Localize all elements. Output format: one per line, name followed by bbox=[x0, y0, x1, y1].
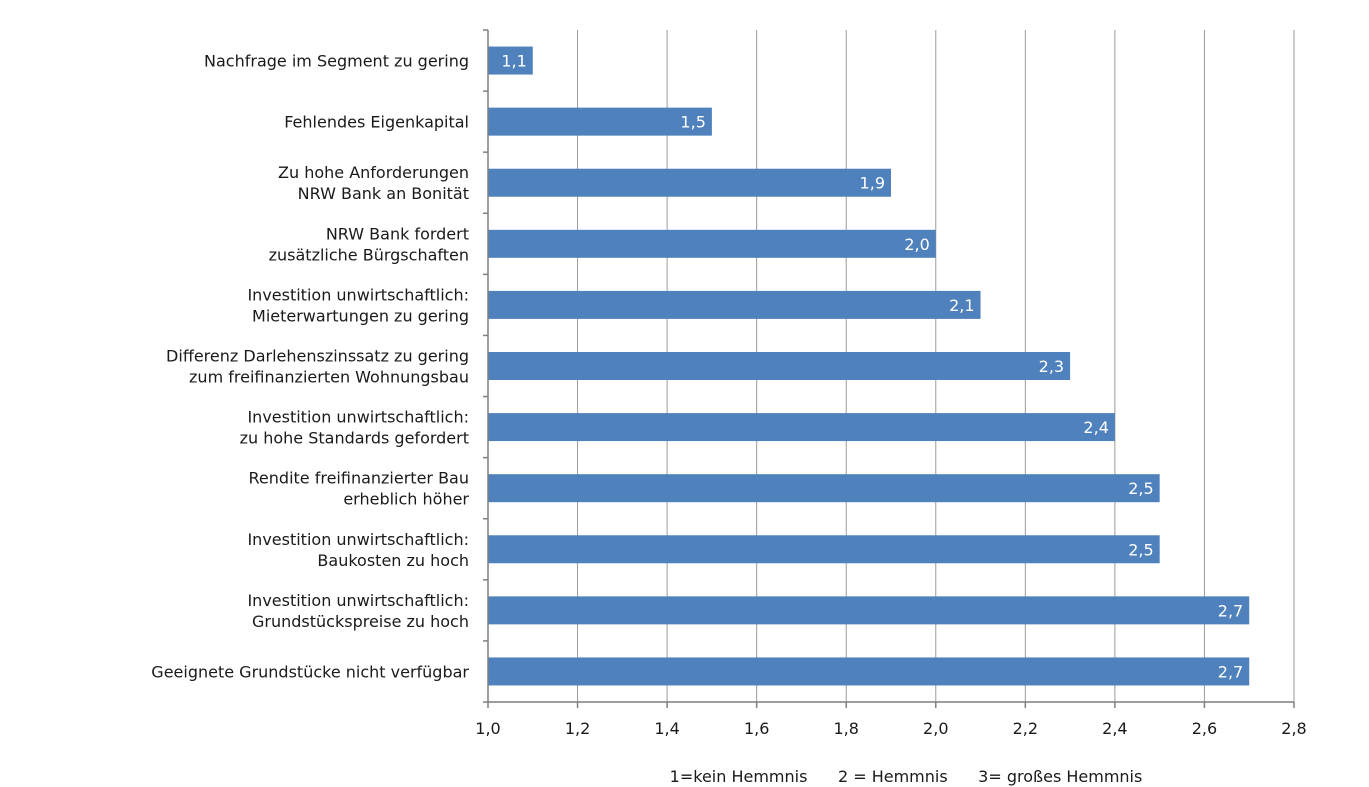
data-label-0: 1,1 bbox=[501, 52, 526, 71]
data-label-6: 2,4 bbox=[1083, 418, 1108, 437]
x-tick-label-5: 2,0 bbox=[923, 719, 948, 738]
bar-9 bbox=[488, 596, 1249, 624]
x-tick-label-9: 2,8 bbox=[1281, 719, 1306, 738]
bar-2 bbox=[488, 169, 891, 197]
x-tick-label-1: 1,2 bbox=[565, 719, 590, 738]
category-label-3: NRW Bank fordert zusätzliche Bürgschaften bbox=[269, 224, 469, 264]
data-label-2: 1,9 bbox=[860, 174, 885, 193]
bar-6 bbox=[488, 413, 1115, 441]
data-label-9: 2,7 bbox=[1218, 601, 1243, 620]
legend-note: 1=kein Hemmnis 2 = Hemmnis 3= großes Hem… bbox=[670, 767, 1143, 786]
bar-3 bbox=[488, 230, 936, 258]
data-label-7: 2,5 bbox=[1128, 479, 1153, 498]
category-label-5: Differenz Darlehenszinssatz zu gering zum… bbox=[166, 347, 469, 387]
x-tick-label-6: 2,2 bbox=[1013, 719, 1038, 738]
bar-1 bbox=[488, 108, 712, 136]
x-tick-label-8: 2,6 bbox=[1192, 719, 1217, 738]
data-label-8: 2,5 bbox=[1128, 540, 1153, 559]
category-label-9: Investition unwirtschaftlich: Grundstücks… bbox=[247, 591, 469, 631]
data-label-3: 2,0 bbox=[904, 235, 929, 254]
category-label-8: Investition unwirtschaftlich: Baukosten z… bbox=[247, 530, 469, 570]
category-label-0: Nachfrage im Segment zu gering bbox=[204, 52, 469, 71]
x-tick-label-2: 1,4 bbox=[654, 719, 679, 738]
category-label-1: Fehlendes Eigenkapital bbox=[284, 113, 469, 132]
x-tick-label-3: 1,6 bbox=[744, 719, 769, 738]
x-tick-label-7: 2,4 bbox=[1102, 719, 1127, 738]
category-label-7: Rendite freifinanzierter Bau erheblich hö… bbox=[249, 469, 470, 509]
tick-labels: 1,0 1,2 1,4 1,6 1,8 2,0 2,2 2,4 2,6 2,8 bbox=[475, 719, 1306, 738]
category-label-4: Investition unwirtschaftlich: Mieterwartu… bbox=[247, 285, 469, 325]
category-label-10: Geeignete Grundstücke nicht verfügbar bbox=[151, 662, 469, 681]
bar-4 bbox=[488, 291, 981, 319]
data-label-1: 1,5 bbox=[680, 113, 705, 132]
x-tick-label-0: 1,0 bbox=[475, 719, 500, 738]
data-label-5: 2,3 bbox=[1039, 357, 1064, 376]
category-labels: Nachfrage im Segment zu gering Fehlendes … bbox=[151, 52, 469, 682]
category-label-2: Zu hohe Anforderungen NRW Bank an Bonität bbox=[278, 163, 469, 203]
data-label-4: 2,1 bbox=[949, 296, 974, 315]
bar-7 bbox=[488, 474, 1160, 502]
bars: 1,1 1,5 1,9 2,0 2,1 2,3 2,4 2,5 2,5 2,7 2,7 bbox=[488, 47, 1249, 686]
bar-10 bbox=[488, 657, 1249, 685]
category-label-6: Investition unwirtschaftlich: zu hohe Sta… bbox=[240, 408, 469, 448]
x-tick-label-4: 1,8 bbox=[833, 719, 858, 738]
bar-8 bbox=[488, 535, 1160, 563]
data-label-10: 2,7 bbox=[1218, 662, 1243, 681]
bar-5 bbox=[488, 352, 1070, 380]
